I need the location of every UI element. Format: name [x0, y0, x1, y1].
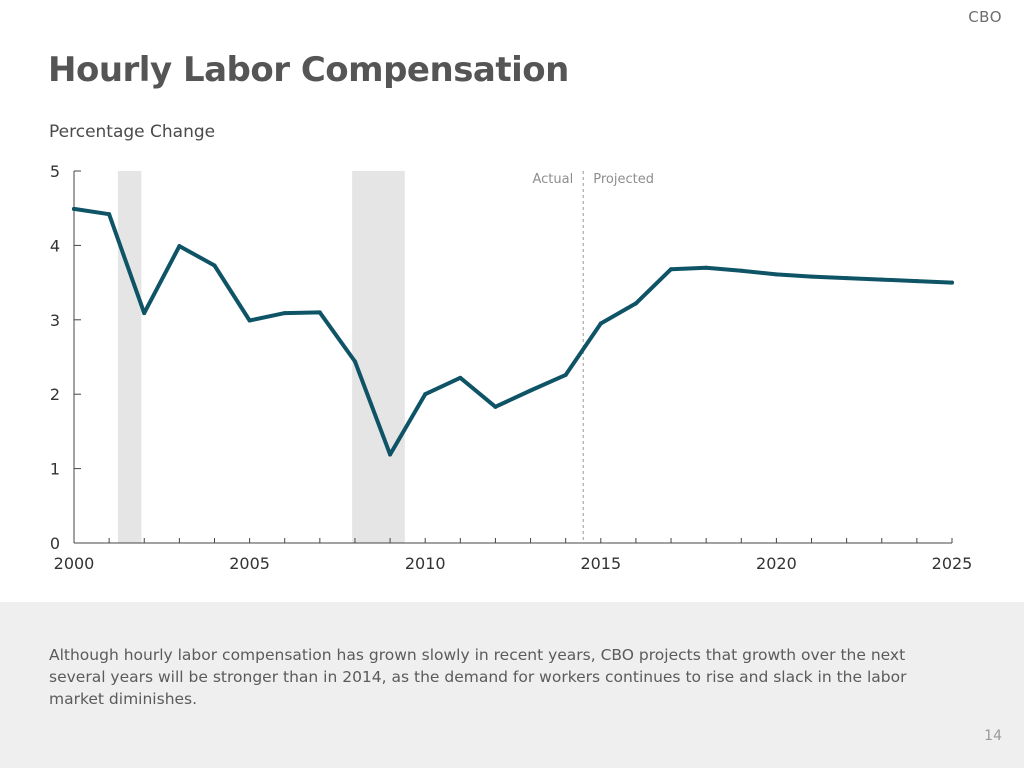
axis-ticks: 0 1 2 3 4 5 2000 2005 2010 2015 2020 2025 [50, 162, 973, 573]
data-point [388, 452, 393, 457]
page-number: 14 [984, 728, 1002, 744]
y-tick-label: 5 [50, 162, 60, 181]
data-point [247, 318, 252, 323]
data-point [317, 310, 322, 315]
x-tick-label: 2000 [54, 554, 95, 573]
y-tick-label: 0 [50, 534, 60, 553]
chart-caption: Although hourly labor compensation has g… [49, 646, 907, 708]
brand-label: CBO [968, 8, 1002, 26]
data-point [107, 212, 112, 217]
data-point [809, 274, 814, 279]
data-point [844, 276, 849, 281]
x-tick-label: 2020 [756, 554, 797, 573]
x-tick-label: 2005 [229, 554, 270, 573]
y-axis-label: Percentage Change [49, 122, 216, 142]
divider-label-projected: Projected [593, 172, 654, 187]
y-tick-label: 1 [50, 460, 60, 479]
data-point [528, 388, 533, 393]
actual-projected-divider: Actual Projected [533, 171, 654, 543]
chart-axes [73, 171, 952, 544]
data-point [458, 375, 463, 380]
data-point [212, 263, 217, 268]
divider-label-actual: Actual [533, 172, 574, 187]
data-point [633, 301, 638, 306]
x-tick-label: 2015 [580, 554, 621, 573]
recession-band-1 [117, 171, 142, 543]
data-point [563, 372, 568, 377]
x-tick-label: 2025 [932, 554, 973, 573]
data-point [423, 392, 428, 397]
y-tick-label: 3 [50, 311, 60, 330]
data-point [739, 268, 744, 273]
chart-title: Hourly Labor Compensation [48, 50, 569, 90]
data-point [177, 244, 182, 249]
data-point [282, 311, 287, 316]
caption-panel: Although hourly labor compensation has g… [0, 602, 1024, 768]
y-tick-label: 4 [50, 236, 60, 255]
data-point [669, 267, 674, 272]
recession-band-2 [352, 171, 405, 543]
series-line-1 [72, 206, 954, 457]
data-point [950, 280, 954, 285]
data-point [142, 311, 147, 316]
y-tick-label: 2 [50, 385, 60, 404]
data-point [914, 279, 919, 284]
data-point [704, 265, 709, 270]
data-point [352, 359, 357, 364]
line-chart: Actual Projected 0 1 2 3 4 5 2000 2005 2010 2015 20… [50, 162, 973, 573]
data-point [493, 404, 498, 409]
series-group [72, 206, 954, 457]
data-point [879, 277, 884, 282]
recession-shading [117, 171, 405, 543]
x-tick-label: 2010 [405, 554, 446, 573]
data-point [598, 321, 603, 326]
data-point [72, 206, 76, 211]
data-point [774, 272, 779, 277]
